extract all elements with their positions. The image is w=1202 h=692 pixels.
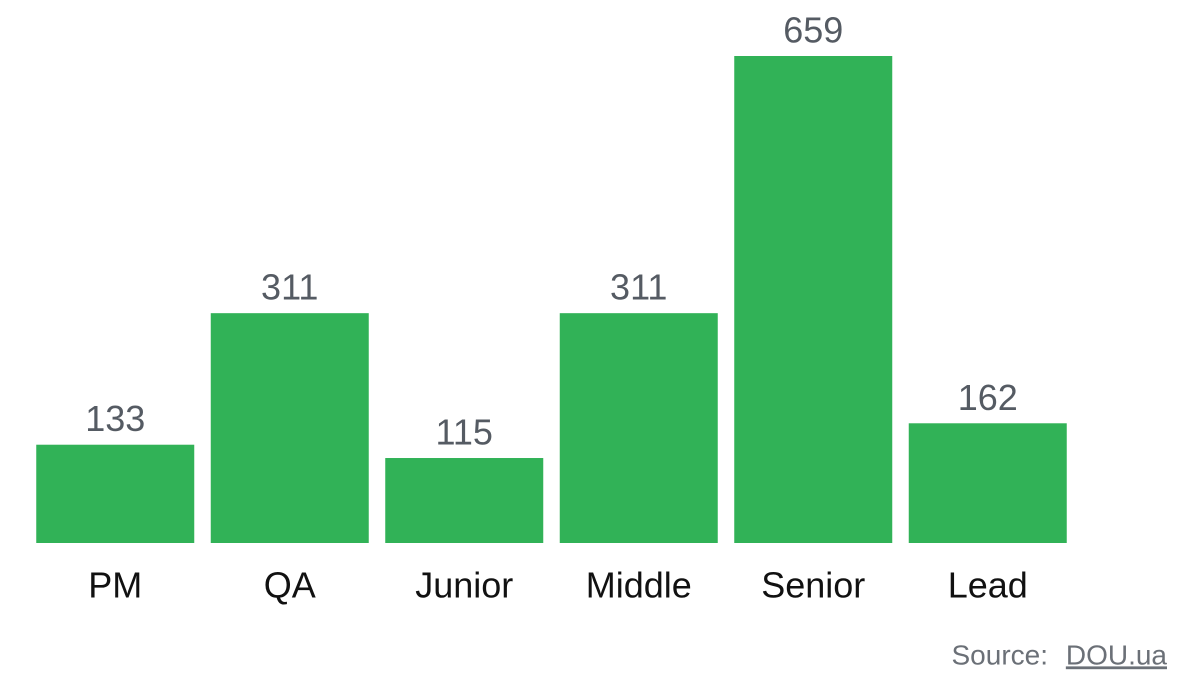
x-tick-label: PM [88,565,142,606]
source-label: Source: [952,639,1049,670]
source-link[interactable]: DOU.ua [1066,639,1168,670]
bar [210,313,369,543]
bar [385,458,544,543]
bar [559,313,718,543]
x-tick-label: QA [264,565,316,606]
value-label: 311 [261,267,318,308]
value-label: 311 [610,267,667,308]
bar [36,444,195,543]
value-label: 133 [85,398,145,439]
value-label: 115 [436,412,493,453]
bar [908,423,1067,543]
value-label: 162 [958,377,1018,418]
x-tick-label: Middle [586,565,692,606]
value-label: 659 [783,10,843,51]
x-tick-label: Lead [948,565,1028,606]
x-tick-label: Junior [415,565,513,606]
x-tick-label: Senior [761,565,865,606]
bar [734,56,893,543]
